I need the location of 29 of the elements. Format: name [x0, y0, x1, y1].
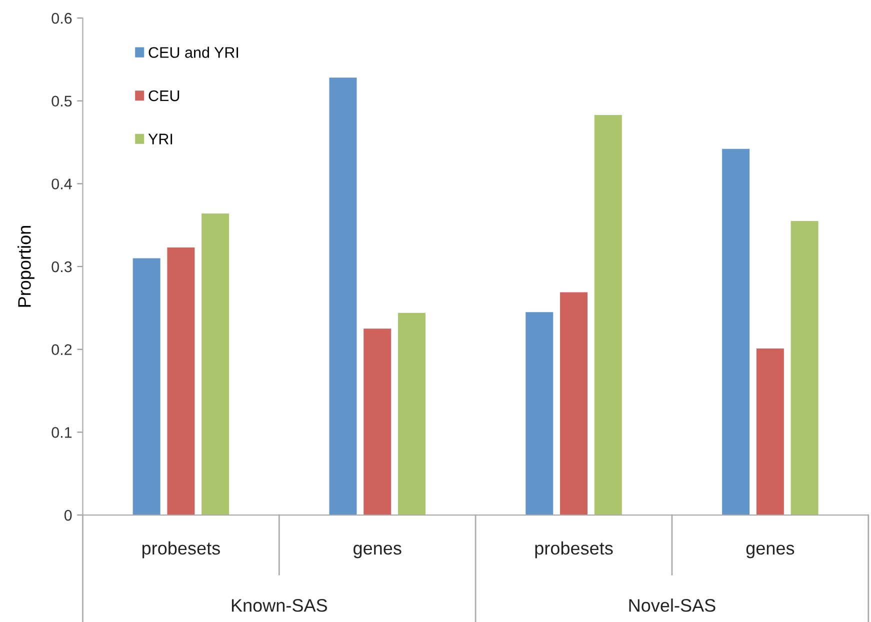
x-tick-label: probesets: [535, 541, 613, 558]
y-tick-label: 0.1: [52, 427, 72, 438]
bar: [167, 247, 195, 516]
bar: [398, 312, 426, 516]
y-tick-label: 0.2: [52, 344, 72, 356]
x-tick-label: probesets: [142, 541, 220, 558]
bar: [722, 148, 750, 516]
bar: [526, 312, 554, 516]
bar: [756, 348, 784, 516]
bar: [132, 258, 160, 516]
bar: [594, 114, 622, 516]
text: Known-SAS: [232, 599, 327, 612]
y-tick-label: 0.5: [52, 96, 72, 107]
legend-label: CEU: [148, 90, 180, 102]
bar: [364, 328, 392, 516]
text: Novel-SAS: [629, 598, 716, 612]
bar: [790, 220, 818, 516]
bar: [329, 78, 357, 516]
y-axis-title: Proportion: [18, 226, 34, 307]
legend-label: YRI: [148, 134, 172, 144]
y-tick-label: 0.3: [52, 261, 72, 272]
y-tick-label: 0.6: [52, 12, 72, 24]
y-tick-label: 0: [64, 510, 72, 521]
bar: [560, 292, 588, 516]
x-tick-label: genes: [354, 544, 402, 558]
bar: [202, 214, 230, 516]
legend-label: CEU and YRI: [148, 46, 238, 58]
x-tick-label: genes: [746, 544, 794, 558]
y-tick-label: 0.4: [52, 178, 72, 190]
